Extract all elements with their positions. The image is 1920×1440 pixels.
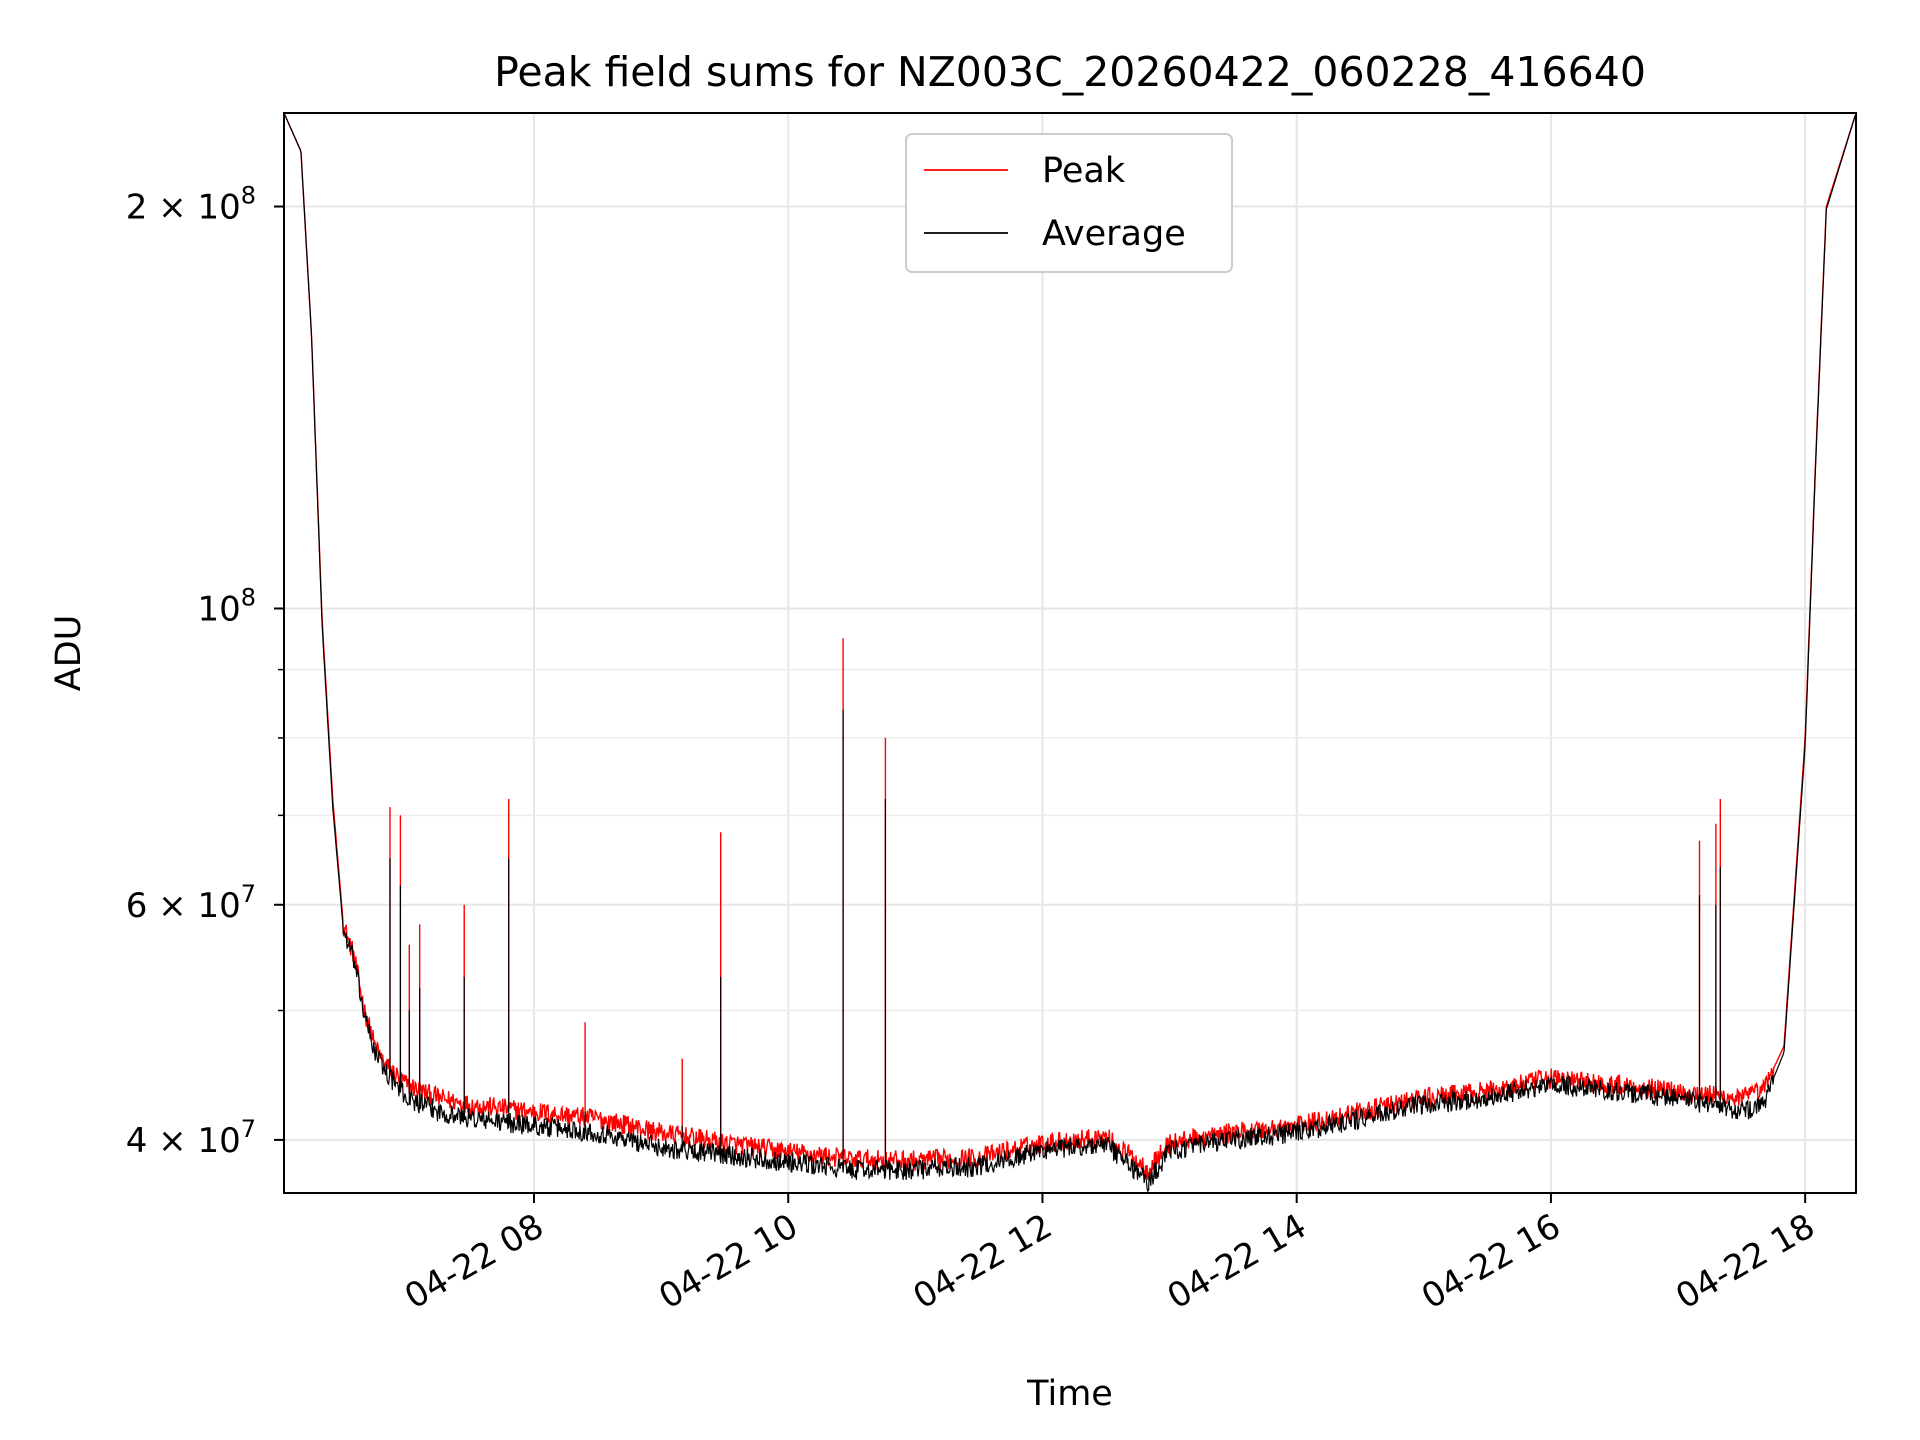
axes: 04-22 08 04-22 10 04-22 12 04-22 14 04-22 16… <box>126 182 1822 1318</box>
y-tick-base: 4 × 10 <box>126 1121 241 1161</box>
x-tick-label: 04-22 10 <box>652 1206 804 1317</box>
legend: Peak Average <box>905 133 1233 273</box>
y-tick-base: 2 × 10 <box>126 188 241 228</box>
y-tick-exponent: 8 <box>241 182 256 210</box>
y-tick-label: 4 × 107 <box>126 1115 256 1161</box>
x-tick-label: 04-22 14 <box>1161 1206 1313 1317</box>
grid <box>284 113 1856 1193</box>
series-line-average <box>284 113 1856 1193</box>
x-axis-label: Time <box>1026 1374 1113 1414</box>
x-tick-label: 04-22 18 <box>1669 1206 1821 1317</box>
legend-box <box>905 133 1233 273</box>
y-tick-label: 2 × 108 <box>126 182 256 228</box>
y-tick-label: 108 <box>197 584 256 630</box>
legend-label-peak: Peak <box>1042 151 1126 191</box>
y-tick-exponent: 8 <box>241 584 256 612</box>
y-tick-exponent: 7 <box>241 1115 256 1143</box>
y-tick-exponent: 7 <box>241 880 256 908</box>
y-tick-base: 10 <box>197 590 240 630</box>
y-tick-label: 6 × 107 <box>126 880 256 926</box>
x-tick-label: 04-22 08 <box>398 1206 550 1317</box>
plot-frame <box>283 112 1857 1194</box>
chart-title: Peak field sums for NZ003C_20260422_0602… <box>494 48 1646 96</box>
series-layer <box>284 113 1856 1193</box>
x-tick-label: 04-22 16 <box>1415 1206 1567 1317</box>
legend-label-average: Average <box>1042 214 1186 254</box>
y-tick-base: 6 × 10 <box>126 886 241 926</box>
y-axis-label: ADU <box>49 615 89 692</box>
x-tick-label: 04-22 12 <box>907 1206 1059 1317</box>
